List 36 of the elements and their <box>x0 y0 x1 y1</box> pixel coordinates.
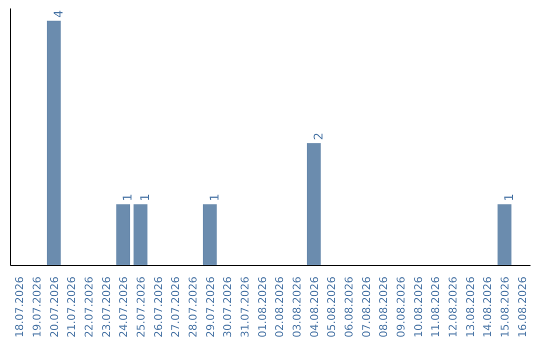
x-tick-label: 24.07.2026 <box>117 276 130 338</box>
x-tick-label: 31.07.2026 <box>238 276 252 338</box>
x-tick-label: 04.08.2026 <box>308 276 321 338</box>
x-tick-label: 28.07.2026 <box>186 276 200 338</box>
data-label: 1 <box>120 194 135 202</box>
x-tick-label: 29.07.2026 <box>204 276 217 338</box>
x-tick-label: 06.08.2026 <box>342 276 356 338</box>
x-tick-label: 07.08.2026 <box>360 276 373 338</box>
x-tick-label: 14.08.2026 <box>481 276 494 338</box>
x-tick-label: 19.07.2026 <box>30 276 44 338</box>
x-tick-label: 03.08.2026 <box>290 276 304 338</box>
x-tick-label: 16.08.2026 <box>516 276 529 338</box>
data-label: 2 <box>311 132 326 140</box>
x-tick-label: 11.08.2026 <box>429 276 442 338</box>
x-tick-label: 08.08.2026 <box>377 276 390 338</box>
x-tick-label: 21.07.2026 <box>65 276 78 338</box>
x-tick-label: 13.08.2026 <box>464 276 477 338</box>
x-tick-label: 02.08.2026 <box>273 276 286 338</box>
x-tick-label: 15.08.2026 <box>498 276 512 338</box>
data-label: 1 <box>138 194 152 202</box>
x-tick-label: 27.07.2026 <box>169 276 182 338</box>
x-tick-label: 05.08.2026 <box>325 276 338 338</box>
x-tick-label: 30.07.2026 <box>221 276 234 338</box>
data-label: 4 <box>51 10 66 18</box>
x-tick-label: 10.08.2026 <box>412 276 425 338</box>
x-tick-label: 23.07.2026 <box>100 276 113 338</box>
data-label: 1 <box>502 194 516 202</box>
x-tick-label: 12.08.2026 <box>446 276 460 338</box>
x-tick-label: 22.07.2026 <box>82 276 96 338</box>
x-tick-label: 25.07.2026 <box>134 276 148 338</box>
x-tick-label: 01.08.2026 <box>256 276 269 338</box>
x-tick-label: 26.07.2026 <box>152 276 165 338</box>
x-tick-label: 09.08.2026 <box>394 276 408 338</box>
x-tick-label: 18.07.2026 <box>13 276 26 338</box>
x-tick-label: 20.07.2026 <box>48 276 61 338</box>
data-label: 1 <box>207 194 222 202</box>
